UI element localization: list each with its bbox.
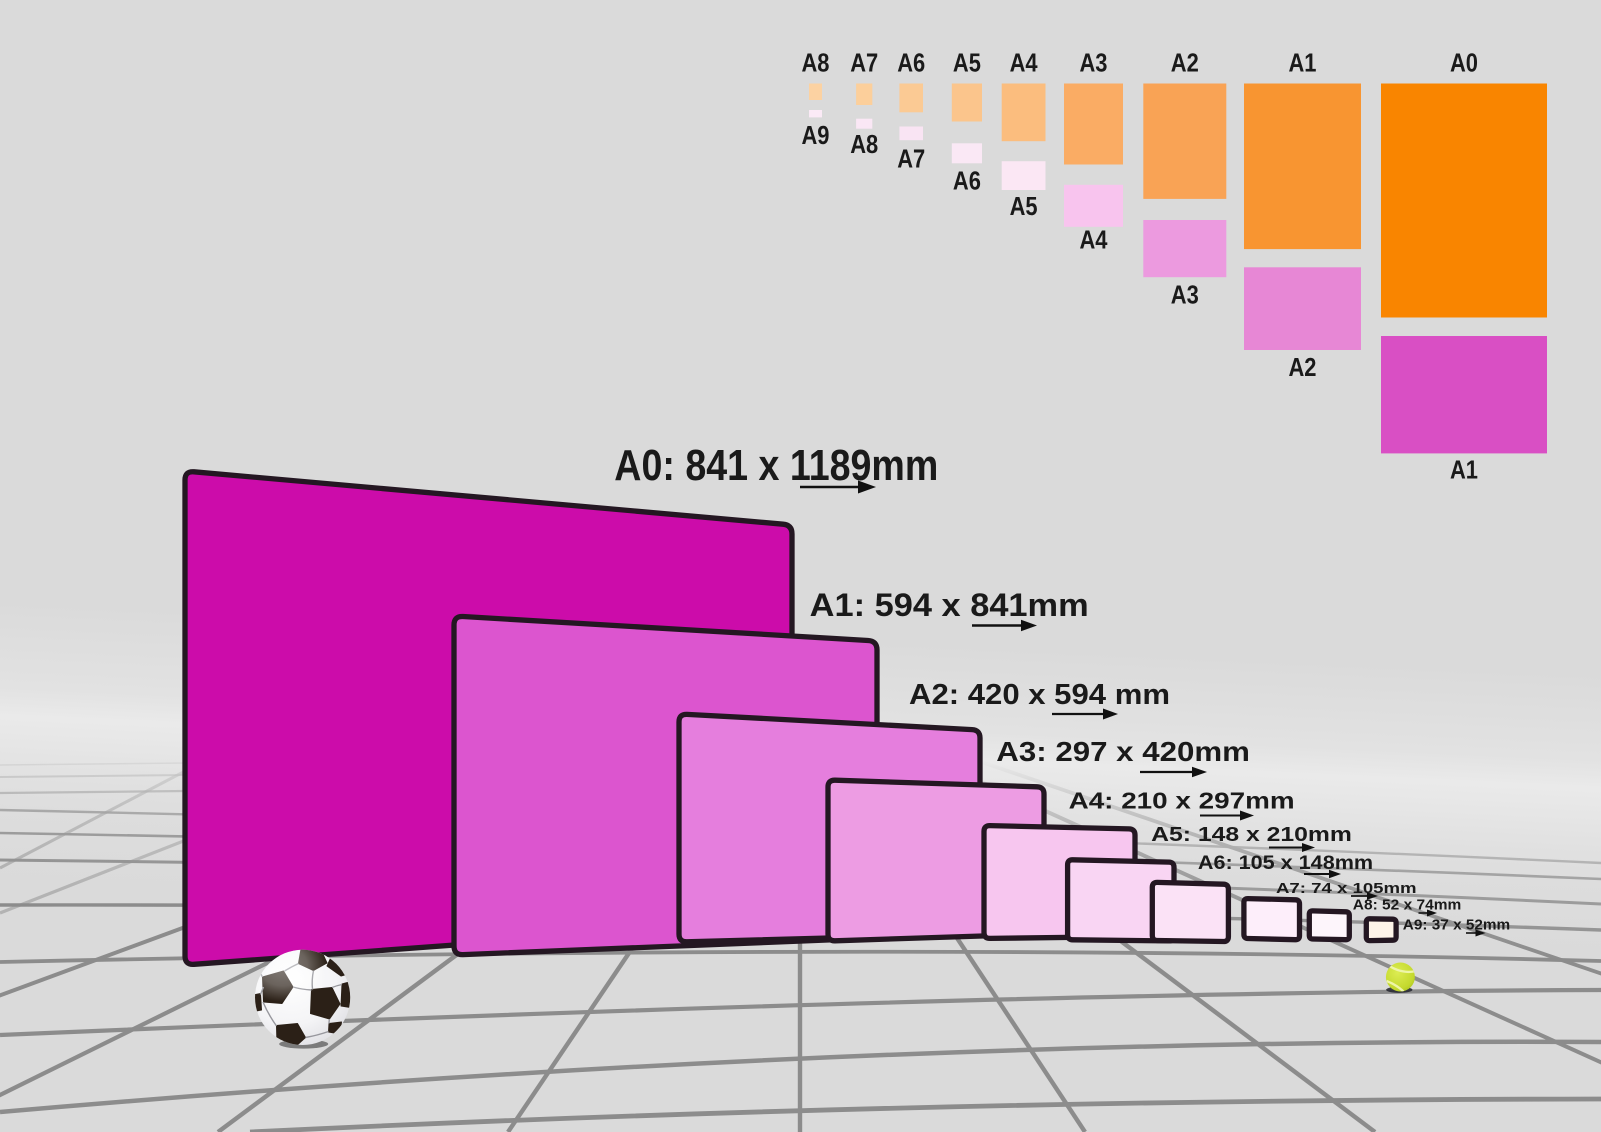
svg-text:A2: A2	[1289, 354, 1317, 382]
svg-text:A7: 74 x 105mm: A7: 74 x 105mm	[1276, 880, 1417, 897]
svg-text:A5: 148 x 210mm: A5: 148 x 210mm	[1151, 823, 1352, 846]
svg-text:A3: A3	[1080, 50, 1108, 78]
svg-text:A5: A5	[1010, 193, 1038, 221]
svg-text:A6: A6	[953, 168, 981, 196]
svg-text:A4: A4	[1080, 227, 1109, 255]
svg-text:A9: 37 x 52mm: A9: 37 x 52mm	[1403, 917, 1510, 933]
svg-text:A3: 297 x 420mm: A3: 297 x 420mm	[996, 736, 1250, 767]
svg-text:A4: 210 x 297mm: A4: 210 x 297mm	[1069, 788, 1295, 814]
svg-text:A3: A3	[1171, 282, 1199, 310]
svg-text:A7: A7	[897, 146, 925, 174]
svg-text:A2: A2	[1171, 50, 1199, 78]
svg-text:A8: 52 x 74mm: A8: 52 x 74mm	[1353, 898, 1462, 914]
svg-text:A0: A0	[1450, 50, 1478, 78]
svg-text:A7: A7	[850, 50, 878, 78]
svg-text:A1: 594 x 841mm: A1: 594 x 841mm	[810, 587, 1089, 623]
svg-text:A8: A8	[802, 50, 830, 78]
svg-text:A6: A6	[897, 50, 925, 78]
svg-text:A1: A1	[1289, 50, 1317, 78]
svg-text:A2: 420 x 594 mm: A2: 420 x 594 mm	[909, 679, 1170, 711]
svg-text:A5: A5	[953, 50, 981, 78]
svg-text:A8: A8	[850, 131, 878, 159]
svg-text:A4: A4	[1010, 50, 1039, 78]
svg-text:A0: 841 x 1189mm: A0: 841 x 1189mm	[614, 441, 938, 490]
svg-text:A1: A1	[1450, 457, 1478, 485]
svg-text:A9: A9	[802, 122, 830, 150]
svg-text:A6: 105 x 148mm: A6: 105 x 148mm	[1198, 853, 1373, 874]
